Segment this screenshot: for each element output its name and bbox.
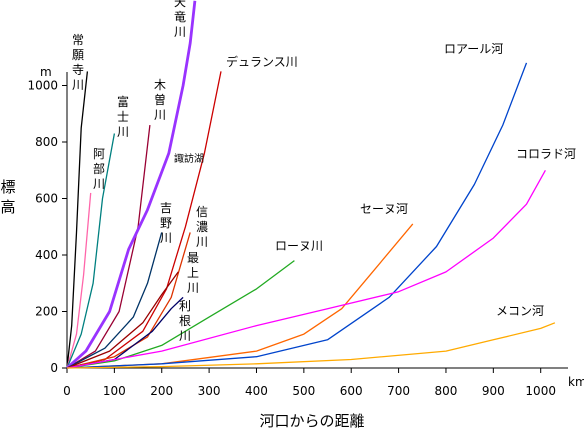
series-label-char: 川	[93, 177, 105, 191]
series-label-char: 川	[117, 125, 129, 139]
series-line	[66, 223, 414, 369]
y-tick-label: 800	[35, 135, 58, 149]
series-label-char: 根	[179, 314, 191, 328]
series-label-char: 常	[72, 33, 84, 47]
series-label-char: 川	[174, 25, 186, 39]
x-unit-label: km	[568, 375, 584, 389]
series-label: ローヌ川	[275, 239, 323, 253]
y-axis-title-char: 標	[0, 178, 15, 196]
series-label: メコン河	[496, 304, 544, 318]
series-label-char: 川	[160, 231, 172, 245]
series-label: コロラド河	[516, 147, 576, 161]
y-axis-title-char: 高	[0, 198, 15, 216]
x-tick-label: 0	[63, 384, 71, 398]
x-tick-label: 100	[103, 384, 126, 398]
y-tick-label: 1000	[27, 79, 58, 93]
y-tick-label: 600	[35, 192, 58, 206]
series-label-char: 寺	[72, 63, 84, 77]
series-line	[66, 322, 556, 369]
series-label-char: 川	[187, 281, 199, 295]
x-tick-label: 800	[435, 384, 458, 398]
series-label-char: 上	[187, 266, 199, 280]
tick-group: 0 100 200 300 400 500 600 700 800 900 1000 0 200 400 6…	[27, 79, 556, 399]
x-tick-label: 300	[198, 384, 221, 398]
y-tick-label: 400	[35, 248, 58, 262]
x-tick-label: 400	[245, 384, 268, 398]
series-line	[66, 169, 546, 369]
x-tick-label: 600	[340, 384, 363, 398]
x-axis-title: 河口からの距離	[259, 412, 364, 430]
series-label-char: 願	[72, 48, 84, 62]
x-tick-label: 200	[150, 384, 173, 398]
x-tick-label: 1000	[525, 384, 556, 398]
series-label: ロアール河	[444, 42, 503, 56]
annotation-label: 諏訪湖	[174, 152, 204, 165]
series-label-char: 竜	[174, 10, 186, 24]
series-label-char: 野	[160, 216, 172, 230]
series-label-char: 木	[154, 78, 166, 92]
series-label-char: 川	[72, 78, 84, 92]
series-label-char: 利	[179, 299, 191, 313]
y-unit-label: m	[40, 65, 52, 79]
series-line	[66, 71, 89, 369]
x-tick-label: 500	[292, 384, 315, 398]
series-label-char: 最	[187, 251, 199, 265]
series-line	[66, 260, 295, 369]
series-label: デュランス川	[226, 54, 298, 69]
series-label-char: 阿	[93, 147, 105, 161]
series-line	[66, 192, 92, 369]
series-label-char: 川	[154, 108, 166, 122]
series-line	[66, 232, 191, 369]
series-label-char: 濃	[196, 220, 208, 234]
y-tick-label: 200	[35, 305, 58, 319]
series-label-char: 信	[196, 205, 208, 219]
series-line	[66, 271, 179, 369]
series-label-char: 曽	[154, 92, 166, 107]
series-label-char: 川	[179, 329, 191, 343]
series-label-char: 天	[174, 0, 186, 9]
y-tick-label: 0	[50, 361, 58, 375]
series-labels: 常願寺川阿部川富士川木曽川天竜川デュランス川諏訪湖吉野川信濃川最上川利根川ローヌ…	[72, 0, 576, 343]
series-lines	[66, 0, 556, 370]
series-label-char: 富	[117, 94, 129, 109]
y-axis-title: 標高	[0, 178, 15, 216]
series-label-char: 吉	[160, 201, 172, 215]
series-label-char: 士	[117, 110, 129, 124]
x-tick-label: 700	[387, 384, 410, 398]
series-label: セーヌ河	[360, 202, 408, 216]
series-line	[66, 232, 163, 369]
series-label-char: 部	[93, 161, 105, 176]
series-line	[66, 62, 528, 369]
x-tick-label: 900	[482, 384, 505, 398]
series-line	[66, 133, 116, 369]
series-label-char: 川	[196, 235, 208, 249]
series-line	[66, 125, 151, 369]
series-line	[66, 0, 197, 370]
